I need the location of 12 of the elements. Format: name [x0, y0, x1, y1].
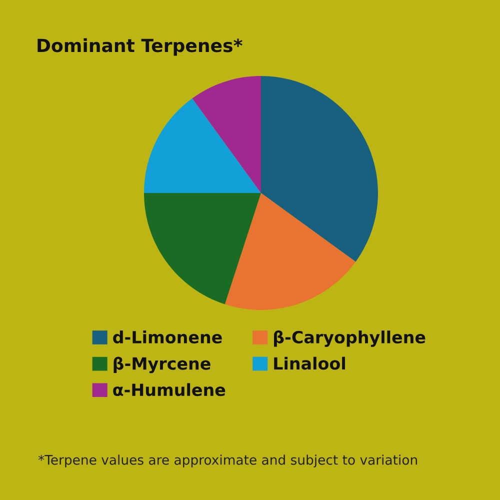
pie-slice: [261, 76, 378, 262]
text: *Terpene values are approximate and subject to variation: [38, 454, 417, 468]
pie-slice: [192, 76, 261, 193]
legend-label: α-Humulene: [113, 383, 226, 396]
legend-label: β-Caryophyllene: [274, 330, 426, 347]
pie-slice: [144, 98, 261, 193]
pie-slice: [144, 193, 261, 304]
legend-label: Linalool: [274, 356, 345, 370]
legend-label: d-Limonene: [113, 330, 222, 344]
chart-title: Dominant Terpenes*: [38, 38, 242, 56]
pie-slice: [224, 193, 356, 310]
legend-label: β-Myrcene: [114, 356, 210, 374]
